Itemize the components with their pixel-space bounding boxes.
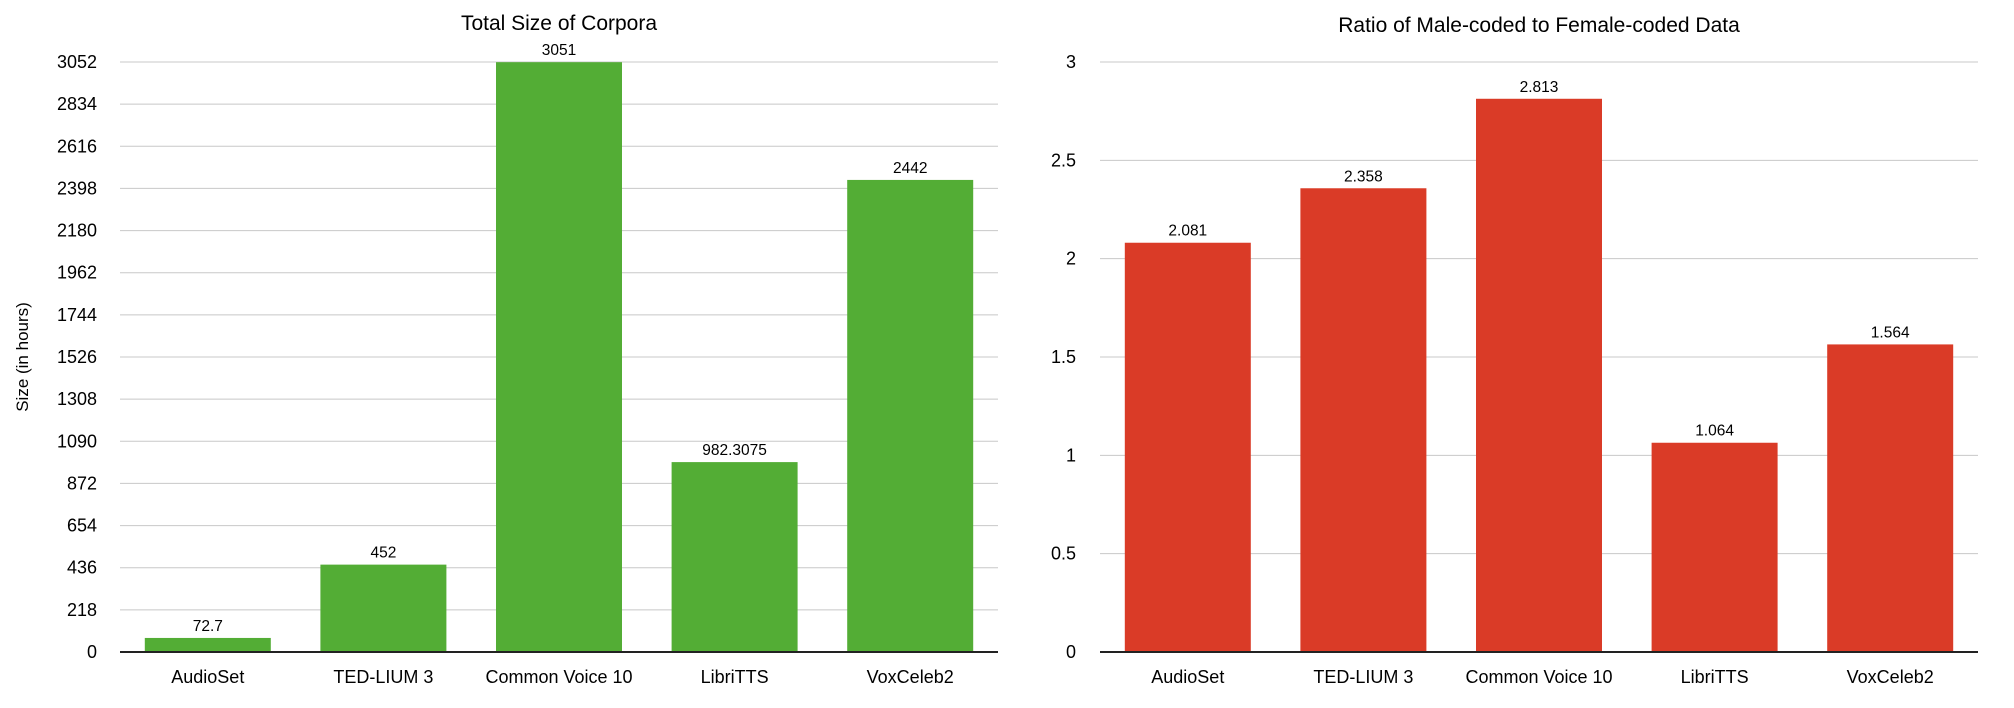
ratio-category-label: VoxCeleb2 xyxy=(1847,667,1934,687)
corpora-bar xyxy=(671,462,798,652)
corpora-y-tick-label: 1090 xyxy=(57,431,97,451)
ratio-y-tick-label: 2.5 xyxy=(1051,150,1076,170)
corpora-bar xyxy=(320,564,447,652)
ratio-bar xyxy=(1651,442,1778,652)
corpora-y-tick-label: 218 xyxy=(67,600,97,620)
ratio-y-tick-label: 0.5 xyxy=(1051,544,1076,564)
corpora-y-tick-label: 2616 xyxy=(57,136,97,156)
ratio-y-tick-label: 1 xyxy=(1066,445,1076,465)
ratio-data-label: 2.081 xyxy=(1168,223,1207,240)
corpora-data-label: 72.7 xyxy=(193,618,223,635)
ratio-data-label: 1.064 xyxy=(1695,423,1734,440)
corpora-category-label: VoxCeleb2 xyxy=(867,667,954,687)
corpora-y-tick-label: 0 xyxy=(87,642,97,662)
corpora-data-label: 2442 xyxy=(893,160,927,177)
ratio-category-label: LibriTTS xyxy=(1681,667,1749,687)
corpora-data-label: 982.3075 xyxy=(702,442,767,459)
corpora-bar xyxy=(496,62,622,653)
ratio-y-tick-label: 0 xyxy=(1066,642,1076,662)
corpora-y-tick-label: 1308 xyxy=(57,389,97,409)
corpora-y-axis-title: Size (in hours) xyxy=(13,302,32,412)
ratio-bar xyxy=(1124,242,1251,652)
corpora-y-tick-label: 3052 xyxy=(57,52,97,72)
ratio-data-label: 2.358 xyxy=(1344,168,1383,185)
ratio-y-tick-label: 3 xyxy=(1066,52,1076,72)
corpora-bar xyxy=(144,637,271,652)
corpora-y-tick-label: 2180 xyxy=(57,221,97,241)
ratio-bar xyxy=(1476,98,1602,652)
ratio-bar xyxy=(1827,344,1954,652)
corpora-y-tick-label: 2834 xyxy=(57,94,97,114)
corpora-category-label: LibriTTS xyxy=(701,667,769,687)
corpora-category-label: Common Voice 10 xyxy=(485,667,632,687)
corpora-category-label: AudioSet xyxy=(171,667,244,687)
corpora-y-tick-label: 1744 xyxy=(57,305,97,325)
ratio-y-tick-label: 2 xyxy=(1066,249,1076,269)
ratio-data-label: 2.813 xyxy=(1520,79,1559,96)
ratio-category-label: Common Voice 10 xyxy=(1465,667,1612,687)
corpora-y-tick-label: 654 xyxy=(67,516,97,536)
ratio-category-label: AudioSet xyxy=(1151,667,1224,687)
corpora-data-label: 452 xyxy=(370,545,396,562)
corpora-category-label: TED-LIUM 3 xyxy=(333,667,433,687)
corpora-data-label: 3051 xyxy=(542,42,576,59)
corpora-bar xyxy=(847,179,974,652)
corpora-y-tick-label: 436 xyxy=(67,558,97,578)
corpora-chart-title: Total Size of Corpora xyxy=(461,12,657,35)
ratio-chart-title: Ratio of Male-coded to Female-coded Data xyxy=(1338,14,1740,37)
ratio-bar xyxy=(1300,188,1427,652)
ratio-category-label: TED-LIUM 3 xyxy=(1313,667,1413,687)
corpora-y-tick-label: 1962 xyxy=(57,263,97,283)
corpora-y-tick-label: 1526 xyxy=(57,347,97,367)
ratio-data-label: 1.564 xyxy=(1871,324,1910,341)
corpora-y-tick-label: 872 xyxy=(67,473,97,493)
ratio-y-tick-label: 1.5 xyxy=(1051,347,1076,367)
corpora-y-tick-label: 2398 xyxy=(57,178,97,198)
